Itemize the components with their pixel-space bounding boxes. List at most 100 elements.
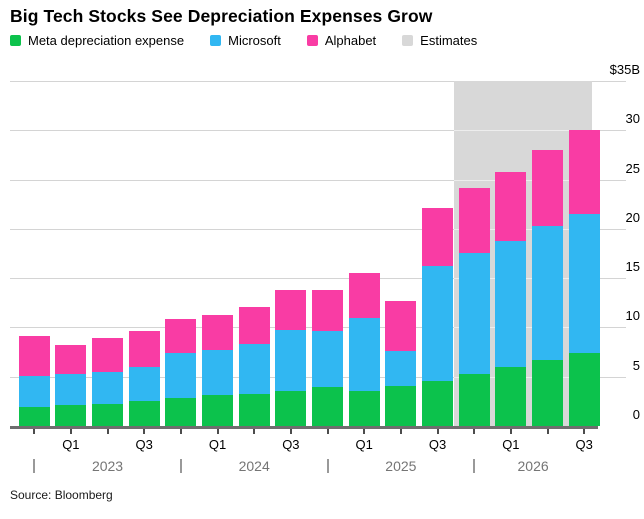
x-axis-quarter-label: Q3 [575,437,593,452]
bar-segment [348,390,380,426]
bar-segment [165,353,197,399]
bar-segment [385,300,417,352]
legend-item: Meta depreciation expense [10,33,184,48]
x-axis-tick [509,429,512,434]
x-axis-year-label: 2024 [238,458,270,474]
bar-segment [422,266,454,381]
bar-segment [495,171,527,241]
bar-segment [55,345,87,374]
bar-segment [165,398,197,426]
bar-segment [312,331,344,387]
gridline [10,278,626,280]
bar-segment [532,359,564,426]
bar-segment [18,407,50,426]
legend-swatch-icon [210,35,222,46]
bar-segment [128,366,160,402]
bar-segment [128,401,160,426]
legend-item: Alphabet [306,33,377,48]
bar-segment [18,336,50,376]
bar-segment [532,150,564,226]
x-axis-tick [436,429,439,434]
bar-segment [568,353,600,426]
x-axis-tick [583,429,586,434]
bar-segment [348,317,380,391]
bar-segment [92,404,124,426]
bar-segment [532,225,564,360]
x-axis-tick [143,429,146,434]
bar-segment [202,395,234,426]
bar-segment [568,130,600,215]
bar-segment [458,252,490,374]
legend: Meta depreciation expense Microsoft Alphab… [10,33,477,48]
gridline-estimates [454,130,592,132]
legend-label: Microsoft [228,33,281,48]
gridline [10,81,626,82]
x-axis-quarter-label: Q3 [282,437,300,452]
bar-segment [18,375,50,408]
bar-segment [275,330,307,391]
year-separator [473,459,476,473]
x-axis-quarter-label: Q1 [208,437,227,452]
y-axis-tick-label: 0 [632,407,640,422]
x-axis-tick [33,429,36,434]
bar-segment [312,289,344,332]
bar-segment [92,371,124,405]
bar-segment [422,380,454,426]
y-axis-tick-label: 20 [625,209,640,225]
x-axis-quarter-label: Q3 [428,437,447,452]
bar-segment [128,331,160,367]
bar-segment [165,318,197,354]
x-axis-quarter-label: Q1 [502,437,520,452]
bar-segment [238,344,270,395]
legend-label: Alphabet [324,33,377,48]
bar-segment [495,366,527,426]
x-axis-year-label: 2023 [91,458,124,474]
x-axis-tick [69,429,72,434]
bar-segment [275,289,307,331]
gridline [10,179,626,181]
x-axis-tick [363,429,366,434]
bar-segment [422,208,454,267]
source-label: Source: Bloomberg [10,488,113,502]
year-separator [33,459,36,473]
x-axis-quarter-label: Q3 [135,437,153,452]
bar-segment [495,240,527,367]
x-axis-tick [289,429,292,434]
x-axis-tick [179,429,182,434]
x-axis-year-label: 2026 [517,458,549,474]
bar-segment [275,390,307,426]
bar-segment [568,214,600,354]
bar-segment [92,338,124,372]
y-axis-tick-label: 5 [632,357,640,373]
y-axis-tick-label: 10 [625,308,640,324]
bar-segment [458,373,490,426]
bar-segment [348,273,380,318]
bar-segment [385,351,417,386]
legend-swatch-icon [10,35,21,46]
x-axis-quarter-label: Q1 [62,437,80,452]
x-axis-tick [216,429,219,434]
bar-segment [238,394,270,426]
bar-segment [238,306,270,345]
legend-item: Microsoft [210,33,281,48]
y-axis-tick-label: 15 [625,259,640,275]
x-axis-tick [399,429,402,434]
legend-swatch-icon [402,35,414,46]
chart-title: Big Tech Stocks See Depreciation Expense… [10,6,433,26]
y-axis-tick-label: 30 [625,111,640,127]
legend-label: Estimates [420,33,478,48]
bar-segment [312,386,344,426]
y-axis-top-label: $35B [609,62,640,77]
legend-item: Estimates [402,33,477,48]
gridline [10,130,626,132]
bar-segment [55,405,87,426]
x-axis-tick [473,429,476,434]
x-axis-tick [546,429,549,434]
bar-segment [55,373,87,406]
x-axis-line [10,426,598,429]
legend-swatch-icon [306,35,318,46]
x-axis-tick [326,429,329,434]
gridline [10,228,626,230]
